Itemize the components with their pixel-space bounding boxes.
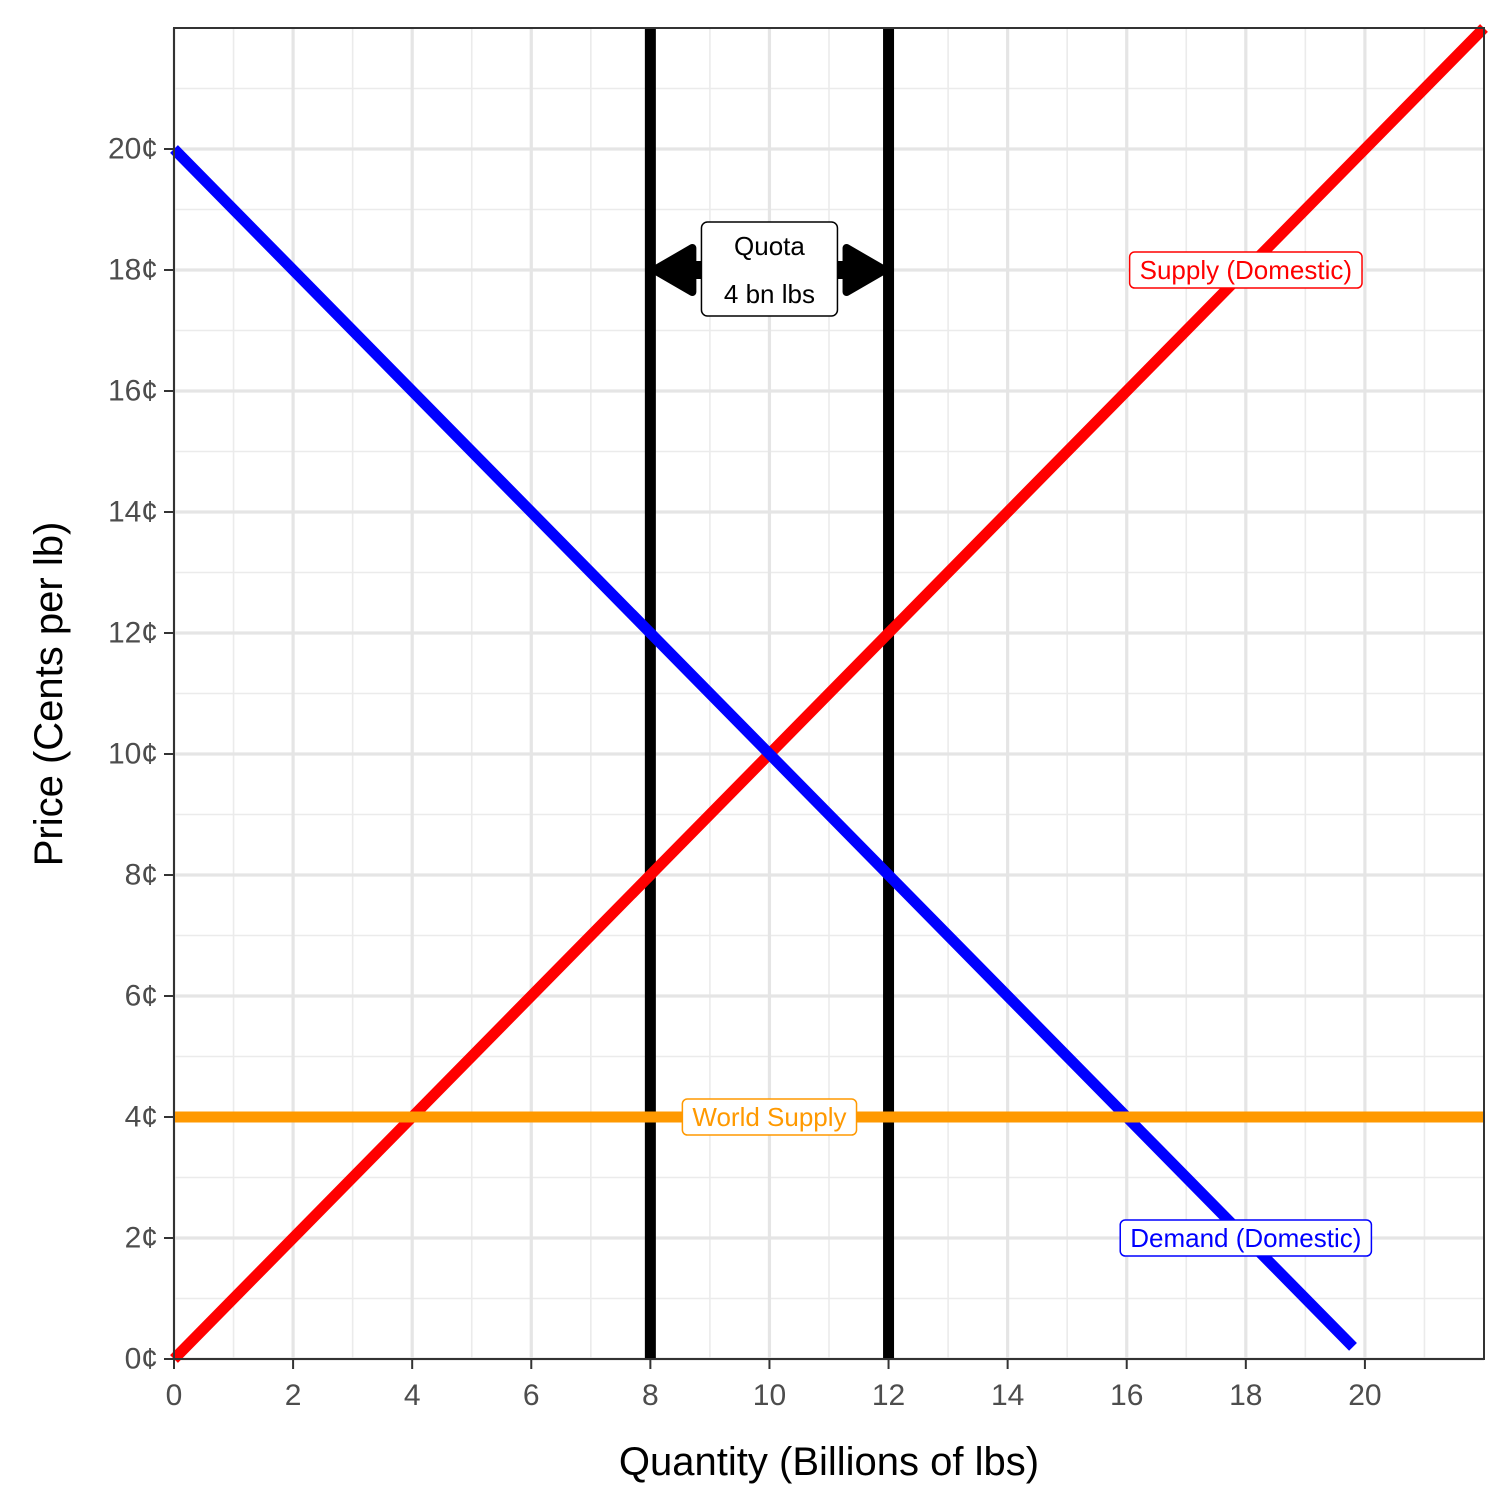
y-tick-label: 10¢	[108, 738, 158, 771]
quota-label-box	[700, 221, 839, 317]
x-tick-label: 12	[872, 1379, 905, 1412]
y-tick-label: 18¢	[108, 254, 158, 287]
x-tick-label: 4	[404, 1379, 421, 1412]
y-axis-title: Price (Cents per lb)	[27, 522, 71, 867]
y-tick-label: 16¢	[108, 375, 158, 408]
x-tick-label: 2	[285, 1379, 302, 1412]
y-tick-label: 12¢	[108, 617, 158, 650]
supply-domestic-label-box	[1128, 251, 1363, 289]
y-tick-label: 0¢	[125, 1343, 158, 1376]
plot-panel-border	[173, 27, 1485, 1360]
x-tick-label: 6	[523, 1379, 540, 1412]
world-supply-label-box	[681, 1098, 858, 1136]
supply-domestic-label: Supply (Domestic)	[1140, 255, 1352, 285]
annotation-labels: Supply (Domestic) Demand (Domestic) World …	[681, 221, 1373, 1257]
demand-domestic-label-box	[1119, 1219, 1373, 1257]
quota-label: Quota	[734, 231, 805, 261]
quota-arrow-left-head	[650, 244, 697, 296]
demand-domestic-line	[170, 145, 1357, 1351]
world-supply-label: World Supply	[692, 1102, 846, 1132]
y-tick-label: 20¢	[108, 133, 158, 166]
supply-domestic-line	[170, 24, 1488, 1363]
x-tick-label: 8	[642, 1379, 659, 1412]
y-tick-label: 6¢	[125, 980, 158, 1013]
y-tick-label: 14¢	[108, 496, 158, 529]
x-tick-label: 18	[1229, 1379, 1262, 1412]
x-tick-label: 20	[1348, 1379, 1381, 1412]
y-tick-label: 8¢	[125, 859, 158, 892]
x-tick-label: 16	[1110, 1379, 1143, 1412]
x-axis-title: Quantity (Billions of lbs)	[619, 1440, 1039, 1484]
quota-lines	[644, 28, 895, 1359]
x-axis: 0 2 4 6 8 10 12 14 16 18 20	[166, 1359, 1382, 1412]
x-tick-label: 0	[166, 1379, 183, 1412]
demand-domestic-label: Demand (Domestic)	[1130, 1223, 1361, 1253]
y-axis: 0¢ 2¢ 4¢ 6¢ 8¢ 10¢ 12¢ 14¢ 16¢ 18¢ 20¢	[108, 133, 174, 1376]
quota-amount-label: 4 bn lbs	[724, 279, 815, 309]
y-tick-label: 4¢	[125, 1101, 158, 1134]
y-tick-label: 2¢	[125, 1222, 158, 1255]
x-tick-label: 10	[753, 1379, 786, 1412]
x-tick-label: 14	[991, 1379, 1024, 1412]
quota-arrow-right-head	[842, 244, 889, 296]
